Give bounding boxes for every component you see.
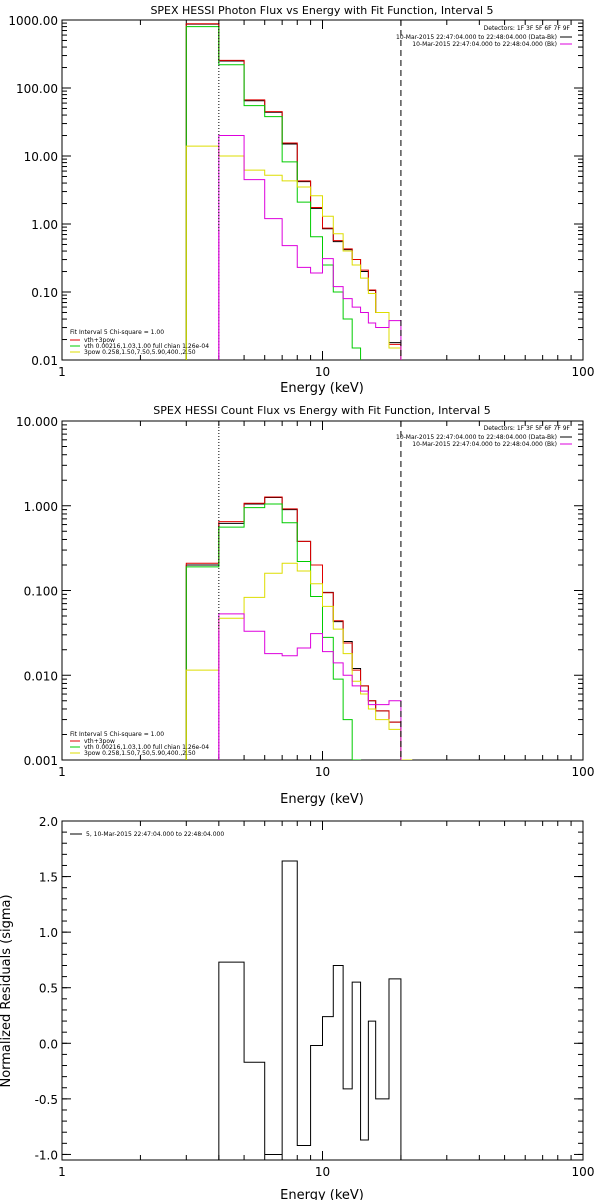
panel-title: SPEX HESSI Count Flux vs Energy with Fit… [153, 404, 490, 417]
legend-entry: 5, 10-Mar-2015 22:47:04.000 to 22:48:04.… [86, 831, 224, 838]
count-flux-panel: SPEX HESSI Count Flux vs Energy with Fit… [16, 404, 594, 807]
x-axis-label: Energy (keV) [280, 792, 364, 807]
y-tick-label: 10.000 [16, 415, 58, 429]
legend-entry: 3pow 0.258,1.50,7.50,5.90,400.,2.50 [84, 349, 196, 356]
axis-ticks: 1 10 100 0.01 0.10 1.00 10.00 100.00 1000.00 [8, 14, 594, 379]
legend-entry: vth 0.00216,1.03,1.00 full chian 1.26e-0… [84, 343, 209, 350]
y-tick-label: 10.00 [24, 150, 58, 164]
x-axis-label: Energy (keV) [280, 1188, 364, 1200]
x-tick-label: 1 [58, 765, 66, 779]
x-tick-label: 100 [572, 765, 595, 779]
y-tick-label: 0.10 [31, 286, 58, 300]
clipped-curves [218, 860, 402, 1160]
spectrum-curves [185, 23, 402, 360]
spectrum-curves [185, 496, 413, 760]
x-tick-label: 100 [572, 1165, 595, 1179]
y-tick-label: -0.5 [35, 1093, 58, 1107]
y-tick-label: 1.5 [39, 871, 58, 885]
axis-ticks: 1 10 100 -1.0 -0.5 0.0 0.5 1.0 1.5 2.0 [35, 815, 595, 1179]
clipped-curves [185, 23, 402, 360]
legend-entry: 3pow 0.258,1.50,7.50,5.90,400.,2.50 [84, 750, 196, 757]
series-line [185, 562, 413, 760]
legend-entry: vth 0.00216,1.03,1.00 full chian 1.26e-0… [84, 744, 209, 751]
y-tick-label: 1.000 [24, 500, 58, 514]
y-tick-label: 1.0 [39, 926, 58, 940]
y-tick-label: 0.5 [39, 982, 58, 996]
detectors-label: Detectors: 1F 3F 5F 6F 7F 9F [484, 425, 571, 432]
y-tick-label: 100.00 [16, 82, 58, 96]
y-tick-label: 0.001 [24, 754, 58, 768]
energy-range-markers [218, 421, 402, 760]
y-tick-label: 0.0 [39, 1037, 58, 1051]
series-line [185, 503, 362, 760]
series-line [218, 135, 402, 360]
x-tick-label: 10 [315, 365, 330, 379]
legend-top-left: 5, 10-Mar-2015 22:47:04.000 to 22:48:04.… [70, 831, 224, 838]
legend-top-right: 10-Mar-2015 22:47:04.000 to 22:48:04.000… [396, 434, 572, 448]
x-axis-label: Energy (keV) [280, 381, 364, 396]
y-tick-label: 0.01 [31, 354, 58, 368]
series-line [218, 613, 402, 760]
clipped-curves [185, 496, 413, 760]
legend-bottom-left: Fit Interval 5 Chi-square = 1.00 vth+3po… [70, 731, 209, 757]
fit-info: Fit Interval 5 Chi-square = 1.00 [70, 329, 164, 336]
series-line [185, 145, 402, 360]
residual-curve [218, 860, 402, 1160]
legend-entry: vth+3pow [84, 738, 115, 745]
legend-entry: 10-Mar-2015 22:47:04.000 to 22:48:04.000… [412, 441, 557, 448]
axis-ticks: 1 10 100 0.001 0.010 0.100 1.000 10.000 [16, 415, 594, 779]
x-tick-label: 1 [58, 365, 66, 379]
x-tick-label: 1 [58, 1165, 66, 1179]
legend-entry: 10-Mar-2015 22:47:04.000 to 22:48:04.000… [396, 434, 557, 441]
legend-bottom-left: Fit Interval 5 Chi-square = 1.00 vth+3po… [70, 329, 209, 356]
legend-entry: vth+3pow [84, 337, 115, 344]
plot-frame [61, 820, 584, 1161]
energy-range-markers [218, 20, 402, 360]
legend-entry: 10-Mar-2015 22:47:04.000 to 22:48:04.000… [396, 34, 557, 41]
series-line [185, 23, 402, 360]
y-tick-label: -1.0 [35, 1148, 58, 1162]
y-tick-label: 2.0 [39, 815, 58, 829]
x-tick-label: 10 [315, 1165, 330, 1179]
legend-entry: 10-Mar-2015 22:47:04.000 to 22:48:04.000… [412, 41, 557, 48]
panel-title: SPEX HESSI Photon Flux vs Energy with Fi… [150, 4, 493, 17]
series-line [185, 26, 362, 360]
y-tick-label: 1.00 [31, 218, 58, 232]
y-tick-label: 1000.00 [8, 14, 58, 28]
y-axis-label: Normalized Residuals (sigma) [0, 894, 14, 1087]
plot-frame [61, 19, 584, 361]
legend-top-right: 10-Mar-2015 22:47:04.000 to 22:48:04.000… [396, 34, 572, 48]
photon-flux-panel: SPEX HESSI Photon Flux vs Energy with Fi… [8, 4, 594, 396]
series-line [218, 860, 402, 1160]
fit-info: Fit Interval 5 Chi-square = 1.00 [70, 731, 164, 738]
series-line [185, 23, 402, 360]
detectors-label: Detectors: 1F 3F 5F 6F 7F 9F [484, 25, 571, 32]
residuals-panel: 1 10 100 -1.0 -0.5 0.0 0.5 1.0 1.5 2.0 Energy (ke… [0, 815, 594, 1200]
y-tick-label: 0.100 [24, 585, 58, 599]
x-tick-label: 10 [315, 765, 330, 779]
y-tick-label: 0.010 [24, 669, 58, 683]
x-tick-label: 100 [572, 365, 595, 379]
series-line [185, 496, 413, 760]
